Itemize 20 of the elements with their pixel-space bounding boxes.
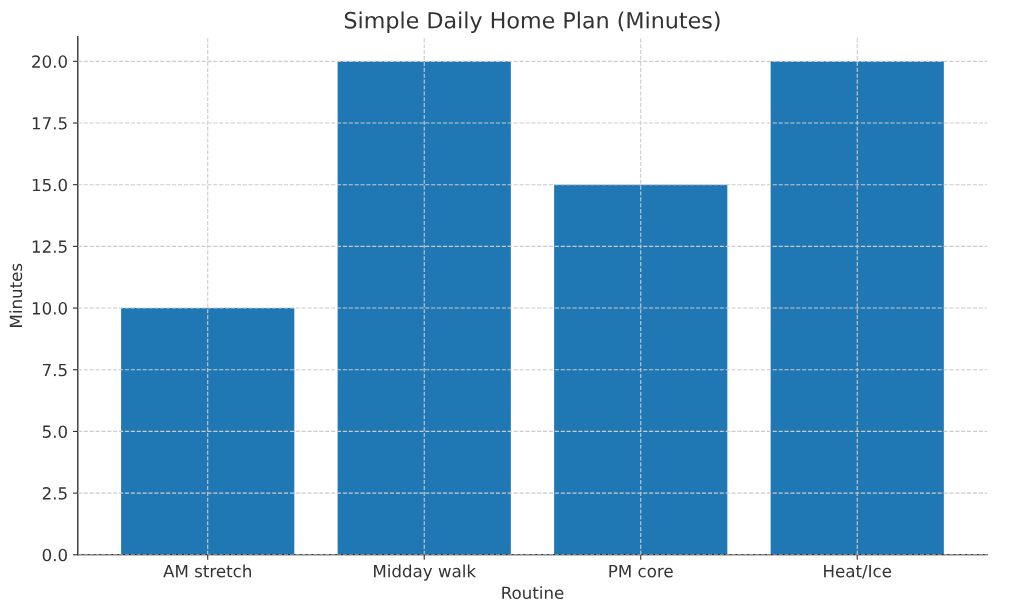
y-tick-label: 2.5 [42,487,67,500]
x-tick-label: PM core [609,565,673,578]
bar [337,61,511,555]
y-tick-label: 15.0 [32,178,67,192]
y-tick-label: 12.5 [32,240,67,253]
bar [121,308,295,555]
y-axis-title: Minutes [9,263,23,327]
chart-title: Simple Daily Home Plan (Minutes) [344,11,720,33]
x-tick-label: Midday walk [374,564,477,581]
x-tick-label: AM stretch [163,564,251,578]
y-tick-label: 7.5 [42,363,67,377]
y-tick-label: 10.0 [32,302,67,315]
x-tick-label: Heat/Ice [824,565,892,579]
bar [770,61,944,555]
bar [554,184,728,555]
y-tick-label: 17.5 [32,117,67,130]
y-tick-label: 5.0 [42,425,67,438]
x-axis-title: Routine [502,586,564,600]
y-tick-label: 0.0 [42,548,67,562]
y-tick-label: 20.0 [32,55,67,68]
